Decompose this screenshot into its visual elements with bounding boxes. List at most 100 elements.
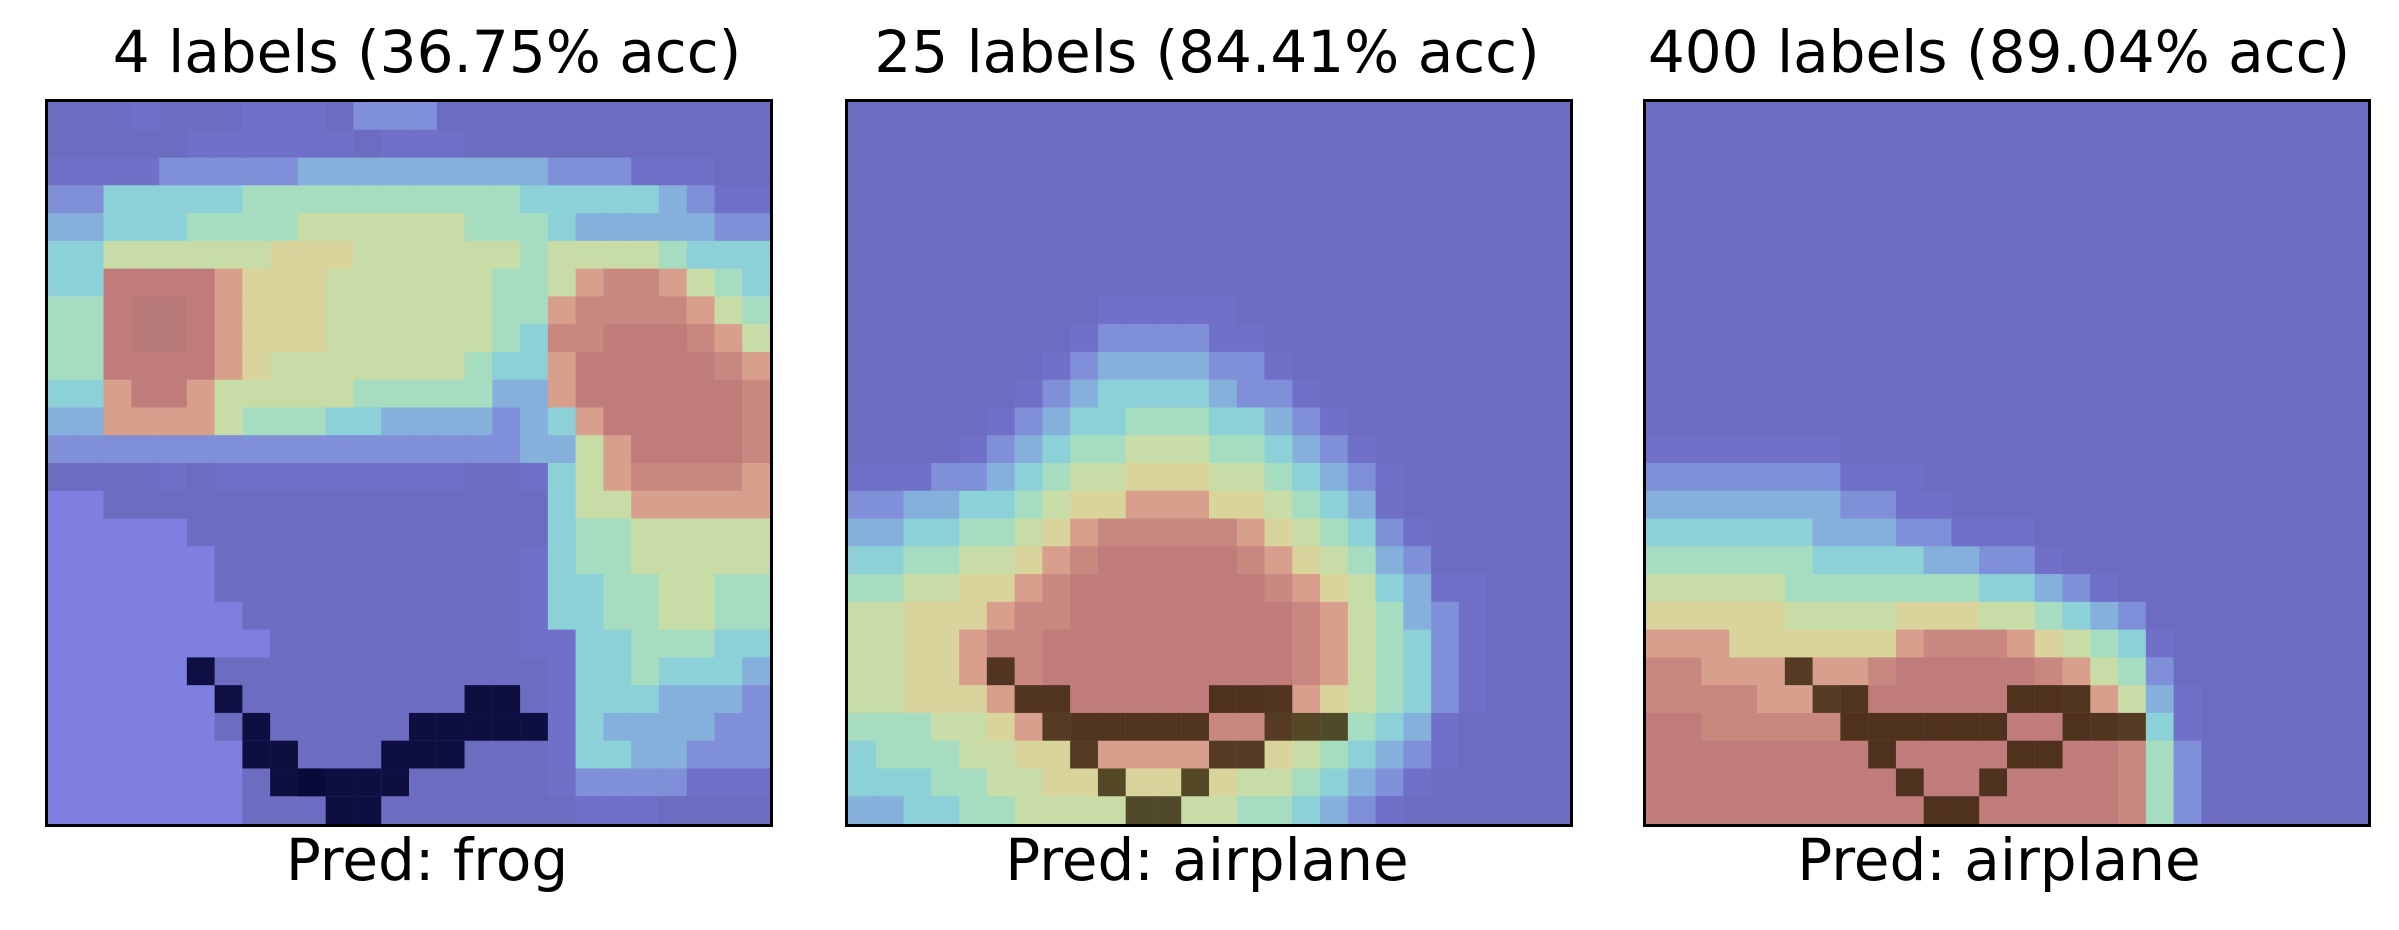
heatmap-cell (2284, 213, 2314, 242)
silhouette-pixel (353, 768, 382, 797)
heatmap-cell (575, 324, 604, 353)
heatmap-cell (103, 712, 132, 742)
heatmap-cell (1097, 574, 1127, 603)
heatmap-cell (658, 574, 688, 603)
heatmap-cell (2118, 213, 2147, 242)
heatmap-cell (1209, 712, 1238, 742)
heatmap-cell (986, 240, 1016, 270)
heatmap-cell (1042, 740, 1071, 770)
heatmap-cell (1181, 657, 1210, 686)
heatmap-cell (1895, 435, 1925, 464)
heatmap-cell (1403, 324, 1432, 353)
panel-4-labels: 4 labels (36.75% acc) Pred: frog (27, 0, 827, 930)
heatmap-cell (436, 351, 466, 381)
heatmap-cell (959, 324, 988, 353)
heatmap-cell (547, 268, 577, 297)
heatmap-cell (2229, 268, 2258, 297)
silhouette-pixel (436, 712, 465, 741)
heatmap-cell (1264, 407, 1293, 436)
heatmap-cell (131, 740, 160, 770)
heatmap-cell (186, 629, 216, 658)
heatmap-cell (1895, 129, 1925, 159)
heatmap-cell (658, 685, 688, 714)
heatmap-cell (325, 740, 355, 770)
heatmap-cell (381, 601, 410, 631)
heatmap-cell (1209, 518, 1238, 547)
heatmap-cell (1757, 574, 1786, 603)
heatmap-cell (1458, 574, 1488, 603)
heatmap-cell (1486, 185, 1516, 214)
heatmap-cell (1486, 601, 1516, 631)
heatmap-cell (409, 490, 438, 520)
heatmap-cell (1014, 102, 1043, 131)
heatmap-cell (1236, 213, 1266, 242)
heatmap-cell (353, 490, 382, 520)
heatmap-cell (2007, 657, 2036, 686)
heatmap-cell (742, 685, 770, 714)
heatmap-cell (1292, 213, 1321, 242)
heatmap-cell (2256, 629, 2286, 658)
heatmap-cell (686, 574, 716, 603)
heatmap-cell (959, 629, 988, 658)
heatmap-cell (1042, 601, 1071, 631)
heatmap-cell (1097, 657, 1127, 686)
heatmap-cell (1264, 768, 1293, 797)
heatmap-cell (1784, 601, 1814, 631)
heatmap-cell (1646, 796, 1675, 824)
heatmap-cell (492, 268, 521, 297)
heatmap-cell (1729, 796, 1758, 824)
silhouette-pixel (1264, 685, 1293, 713)
heatmap-cell (2090, 518, 2119, 547)
heatmap-cell (575, 685, 604, 714)
heatmap-cell (903, 407, 932, 436)
heatmap-cell (1181, 518, 1210, 547)
heatmap-cell (270, 629, 299, 658)
heatmap-cell (2201, 407, 2230, 436)
heatmap-cell (1514, 685, 1543, 714)
heatmap-cell (714, 129, 743, 159)
heatmap-cell (242, 240, 271, 270)
heatmap-cell (1812, 268, 1841, 297)
heatmap-cell (1812, 490, 1841, 520)
heatmap-cell (1153, 129, 1182, 159)
heatmap-cell (353, 574, 382, 603)
heatmap-cell (1951, 324, 1980, 353)
heatmap-cell (270, 324, 299, 353)
heatmap-cell (631, 712, 660, 742)
heatmap-cell (903, 490, 932, 520)
heatmap-cell (959, 490, 988, 520)
heatmap-cell (2256, 379, 2286, 409)
heatmap-cell (959, 546, 988, 575)
heatmap-cell (1070, 379, 1099, 409)
heatmap-cell (1729, 657, 1758, 686)
silhouette-pixel (986, 657, 1015, 686)
heatmap-cell (1486, 463, 1516, 492)
heatmap-cell (1209, 463, 1238, 492)
heatmap-cell (1236, 240, 1266, 270)
heatmap-cell (325, 185, 355, 214)
heatmap-cell (1868, 129, 1897, 159)
heatmap-cell (658, 546, 688, 575)
heatmap-cell (2284, 435, 2314, 464)
heatmap-cell (270, 268, 299, 297)
heatmap-cell (353, 712, 382, 742)
heatmap-cell (1431, 296, 1460, 325)
heatmap-cell (1673, 518, 1703, 547)
heatmap-cell (2256, 685, 2286, 714)
heatmap-cell (1264, 157, 1293, 186)
heatmap-cell (48, 463, 77, 492)
heatmap-cell (1264, 324, 1293, 353)
heatmap-cell (1153, 351, 1182, 381)
heatmap-cell (2284, 102, 2314, 131)
heatmap-cell (1486, 740, 1516, 770)
heatmap-cell (1375, 379, 1404, 409)
heatmap-cell (1840, 768, 1869, 797)
heatmap-cell (520, 351, 549, 381)
heatmap-cell (75, 657, 105, 686)
heatmap-cell (1542, 629, 1570, 658)
heatmap-cell (2201, 240, 2230, 270)
heatmap-cell (159, 518, 188, 547)
heatmap-cell (1375, 463, 1404, 492)
heatmap-cell (1209, 351, 1238, 381)
heatmap-cell (1923, 351, 1953, 381)
